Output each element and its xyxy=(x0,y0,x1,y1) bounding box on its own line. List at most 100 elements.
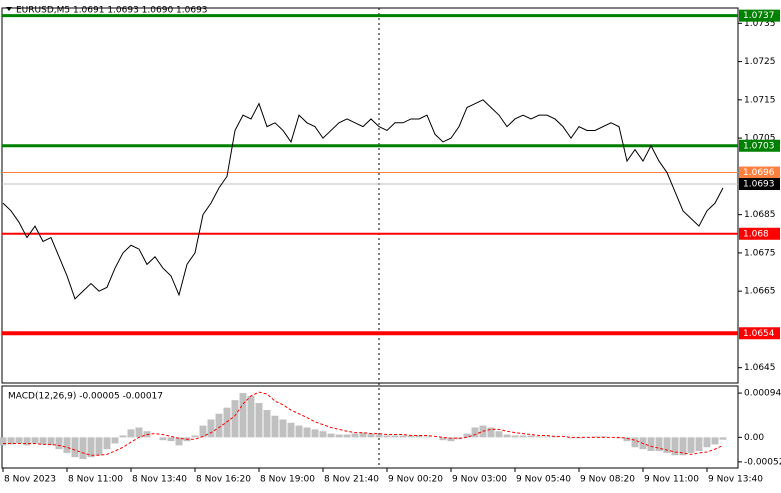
level-label: 1.0703 xyxy=(743,141,775,151)
macd-bar xyxy=(199,425,207,438)
macd-bar xyxy=(303,427,311,438)
macd-bar xyxy=(719,437,727,440)
macd-bar xyxy=(391,435,399,438)
macd-bar xyxy=(375,434,383,438)
y-tick-label: 0.00 xyxy=(744,433,764,443)
macd-bar xyxy=(255,402,263,438)
macd-bar xyxy=(519,435,527,438)
macd-bar xyxy=(415,435,423,438)
macd-bar xyxy=(247,395,255,438)
macd-bar xyxy=(471,427,479,438)
macd-bar xyxy=(287,422,295,438)
macd-bar xyxy=(319,431,327,438)
x-tick-label: 8 Nov 11:00 xyxy=(68,475,123,485)
x-tick-label: 8 Nov 13:40 xyxy=(132,475,187,485)
macd-bar xyxy=(23,437,31,446)
macd-bar xyxy=(567,437,575,439)
macd-bar xyxy=(111,437,119,444)
macd-bar xyxy=(623,437,631,442)
macd-bar xyxy=(679,437,687,456)
macd-bar xyxy=(655,437,663,452)
macd-bar xyxy=(463,433,471,438)
macd-bar xyxy=(95,437,103,456)
macd-bar xyxy=(295,425,303,438)
macd-bar xyxy=(311,429,319,438)
macd-bar xyxy=(359,432,367,438)
macd-bar xyxy=(279,419,287,438)
level-label: 1.0654 xyxy=(743,329,775,339)
macd-bar xyxy=(55,437,63,450)
macd-bar xyxy=(31,437,39,444)
level-label: 1.0693 xyxy=(743,180,775,190)
y-tick-label: 1.0735 xyxy=(744,19,776,29)
macd-bar xyxy=(351,433,359,438)
level-label: 1.0696 xyxy=(743,168,775,178)
macd-bar xyxy=(503,434,511,438)
macd-bar xyxy=(127,429,135,438)
macd-bar xyxy=(135,427,143,438)
macd-bar xyxy=(527,435,535,438)
macd-bar xyxy=(535,436,543,438)
level-label-box xyxy=(739,139,780,152)
macd-bar xyxy=(695,437,703,452)
macd-bar xyxy=(191,435,199,438)
macd-bar xyxy=(103,437,111,450)
macd-title: MACD(12,26,9) -0.00005 -0.00017 xyxy=(8,392,163,402)
macd-bar xyxy=(231,400,239,438)
macd-bar xyxy=(423,436,431,438)
y-tick-label: 0.00094 xyxy=(744,389,781,399)
macd-bar xyxy=(15,437,23,444)
macd-bar xyxy=(551,436,559,438)
y-tick-label: 1.0675 xyxy=(744,248,776,258)
macd-bar xyxy=(79,437,87,460)
level-label-box xyxy=(739,327,780,340)
menu-triangle xyxy=(6,7,12,11)
price-panel xyxy=(1,7,739,384)
macd-bar xyxy=(159,437,167,441)
x-tick-label: 9 Nov 08:20 xyxy=(580,475,635,485)
y-tick-label: 1.0705 xyxy=(744,134,776,144)
y-tick-label: 1.0685 xyxy=(744,210,776,220)
x-tick-label: 8 Nov 21:40 xyxy=(324,475,379,485)
y-tick-label: 1.0725 xyxy=(744,57,776,67)
macd-bar xyxy=(367,433,375,438)
x-tick-label: 9 Nov 00:20 xyxy=(388,475,443,485)
x-tick-label: 8 Nov 19:00 xyxy=(260,475,315,485)
macd-bar xyxy=(39,437,47,445)
macd-bar xyxy=(543,436,551,438)
level-label: 1.0737 xyxy=(743,11,775,21)
macd-bar xyxy=(711,437,719,445)
macd-bar xyxy=(327,433,335,438)
x-tick-label: 8 Nov 2023 xyxy=(4,475,56,485)
level-label-box xyxy=(739,178,780,191)
macd-bar xyxy=(343,434,351,438)
price-line xyxy=(2,99,724,300)
y-tick-label: 1.0645 xyxy=(744,363,776,373)
macd-bar xyxy=(631,437,639,448)
y-tick-label: 1.0665 xyxy=(744,287,776,297)
macd-bar xyxy=(7,437,15,445)
macd-bar xyxy=(0,437,7,446)
macd-bar xyxy=(63,437,71,453)
macd-bar xyxy=(223,407,231,438)
macd-bar xyxy=(399,435,407,438)
macd-bar xyxy=(47,437,55,446)
macd-bar xyxy=(487,427,495,438)
y-tick-label: 1.0715 xyxy=(744,95,776,105)
macd-bar xyxy=(271,415,279,438)
macd-bar xyxy=(703,437,711,448)
level-label-box xyxy=(739,227,780,240)
macd-bar xyxy=(167,437,175,442)
x-tick-label: 9 Nov 03:00 xyxy=(452,475,507,485)
x-tick-label: 9 Nov 13:40 xyxy=(708,475,763,485)
macd-bar xyxy=(383,435,391,438)
x-tick-label: 9 Nov 11:00 xyxy=(644,475,699,485)
macd-bar xyxy=(215,413,223,438)
macd-bar xyxy=(591,436,599,438)
macd-bar xyxy=(663,437,671,453)
x-tick-label: 9 Nov 05:40 xyxy=(516,475,571,485)
level-label-box xyxy=(739,166,780,179)
macd-bar xyxy=(71,437,79,458)
macd-bar xyxy=(447,437,455,442)
